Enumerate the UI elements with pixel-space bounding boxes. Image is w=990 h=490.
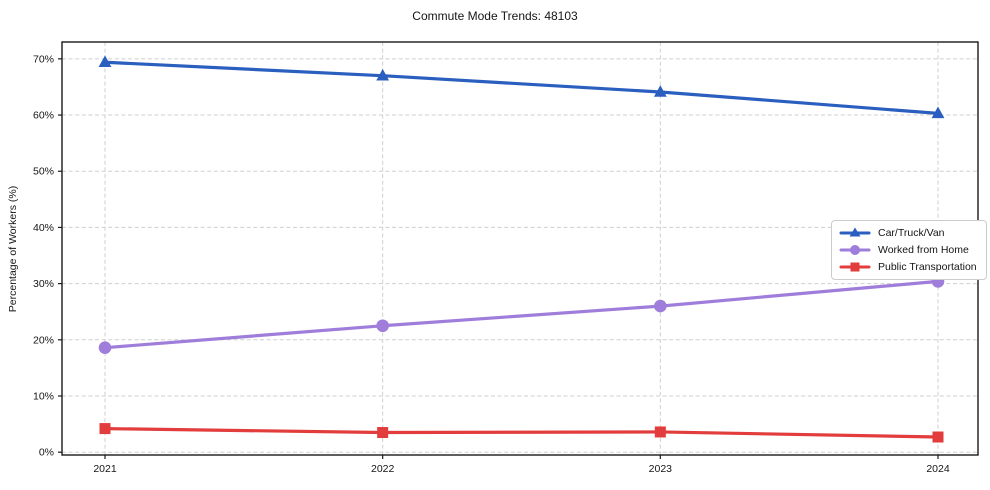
legend-label: Worked from Home [878,244,969,256]
data-point-car-truck-van [931,106,945,119]
data-point-public-transportation [932,431,944,443]
data-point-worked-from-home [98,341,112,354]
data-point-public-transportation [99,423,111,435]
data-point-worked-from-home [654,299,667,313]
series-worked-from-home [98,275,945,354]
legend: Car/Truck/Van Worked from Home Public Tran… [831,220,987,280]
y-tick-label: 70% [33,53,54,65]
chart-title: Commute Mode Trends: 48103 [412,9,578,23]
x-tick-label: 2022 [371,463,395,475]
y-tick-label: 40% [33,222,54,234]
gridlines [62,42,978,455]
y-tick-label: 20% [33,334,54,346]
axis-ticks: 0% 10% 20% 30% 40% 50% 60% 70% 2021 2022 2023 2024 [33,53,950,475]
legend-item-car-truck-van: Car/Truck/Van [839,226,977,240]
circle-marker-icon [839,245,871,255]
data-point-public-transportation [377,427,389,439]
data-point-public-transportation [654,426,666,438]
y-tick-label: 0% [39,447,54,459]
x-tick-label: 2021 [93,463,117,475]
data-point-worked-from-home [376,319,389,333]
y-tick-label: 50% [33,166,54,178]
x-tick-label: 2023 [649,463,673,475]
legend-item-public-transportation: Public Transportation [839,260,977,274]
legend-label: Public Transportation [878,261,977,273]
y-tick-label: 30% [33,278,54,290]
data-point-car-truck-van [98,55,112,68]
data-point-car-truck-van [376,68,390,81]
x-tick-label: 2024 [926,463,950,475]
legend-label: Car/Truck/Van [878,227,945,239]
data-point-car-truck-van [653,85,667,97]
square-marker-icon [839,262,871,272]
y-tick-label: 60% [33,110,54,122]
y-axis-label: Percentage of Workers (%) [7,185,19,313]
y-tick-label: 10% [33,391,54,403]
series-public-transportation [99,423,944,443]
triangle-marker-icon [839,227,871,237]
series-car-truck-van [98,55,945,119]
legend-item-worked-from-home: Worked from Home [839,243,977,257]
